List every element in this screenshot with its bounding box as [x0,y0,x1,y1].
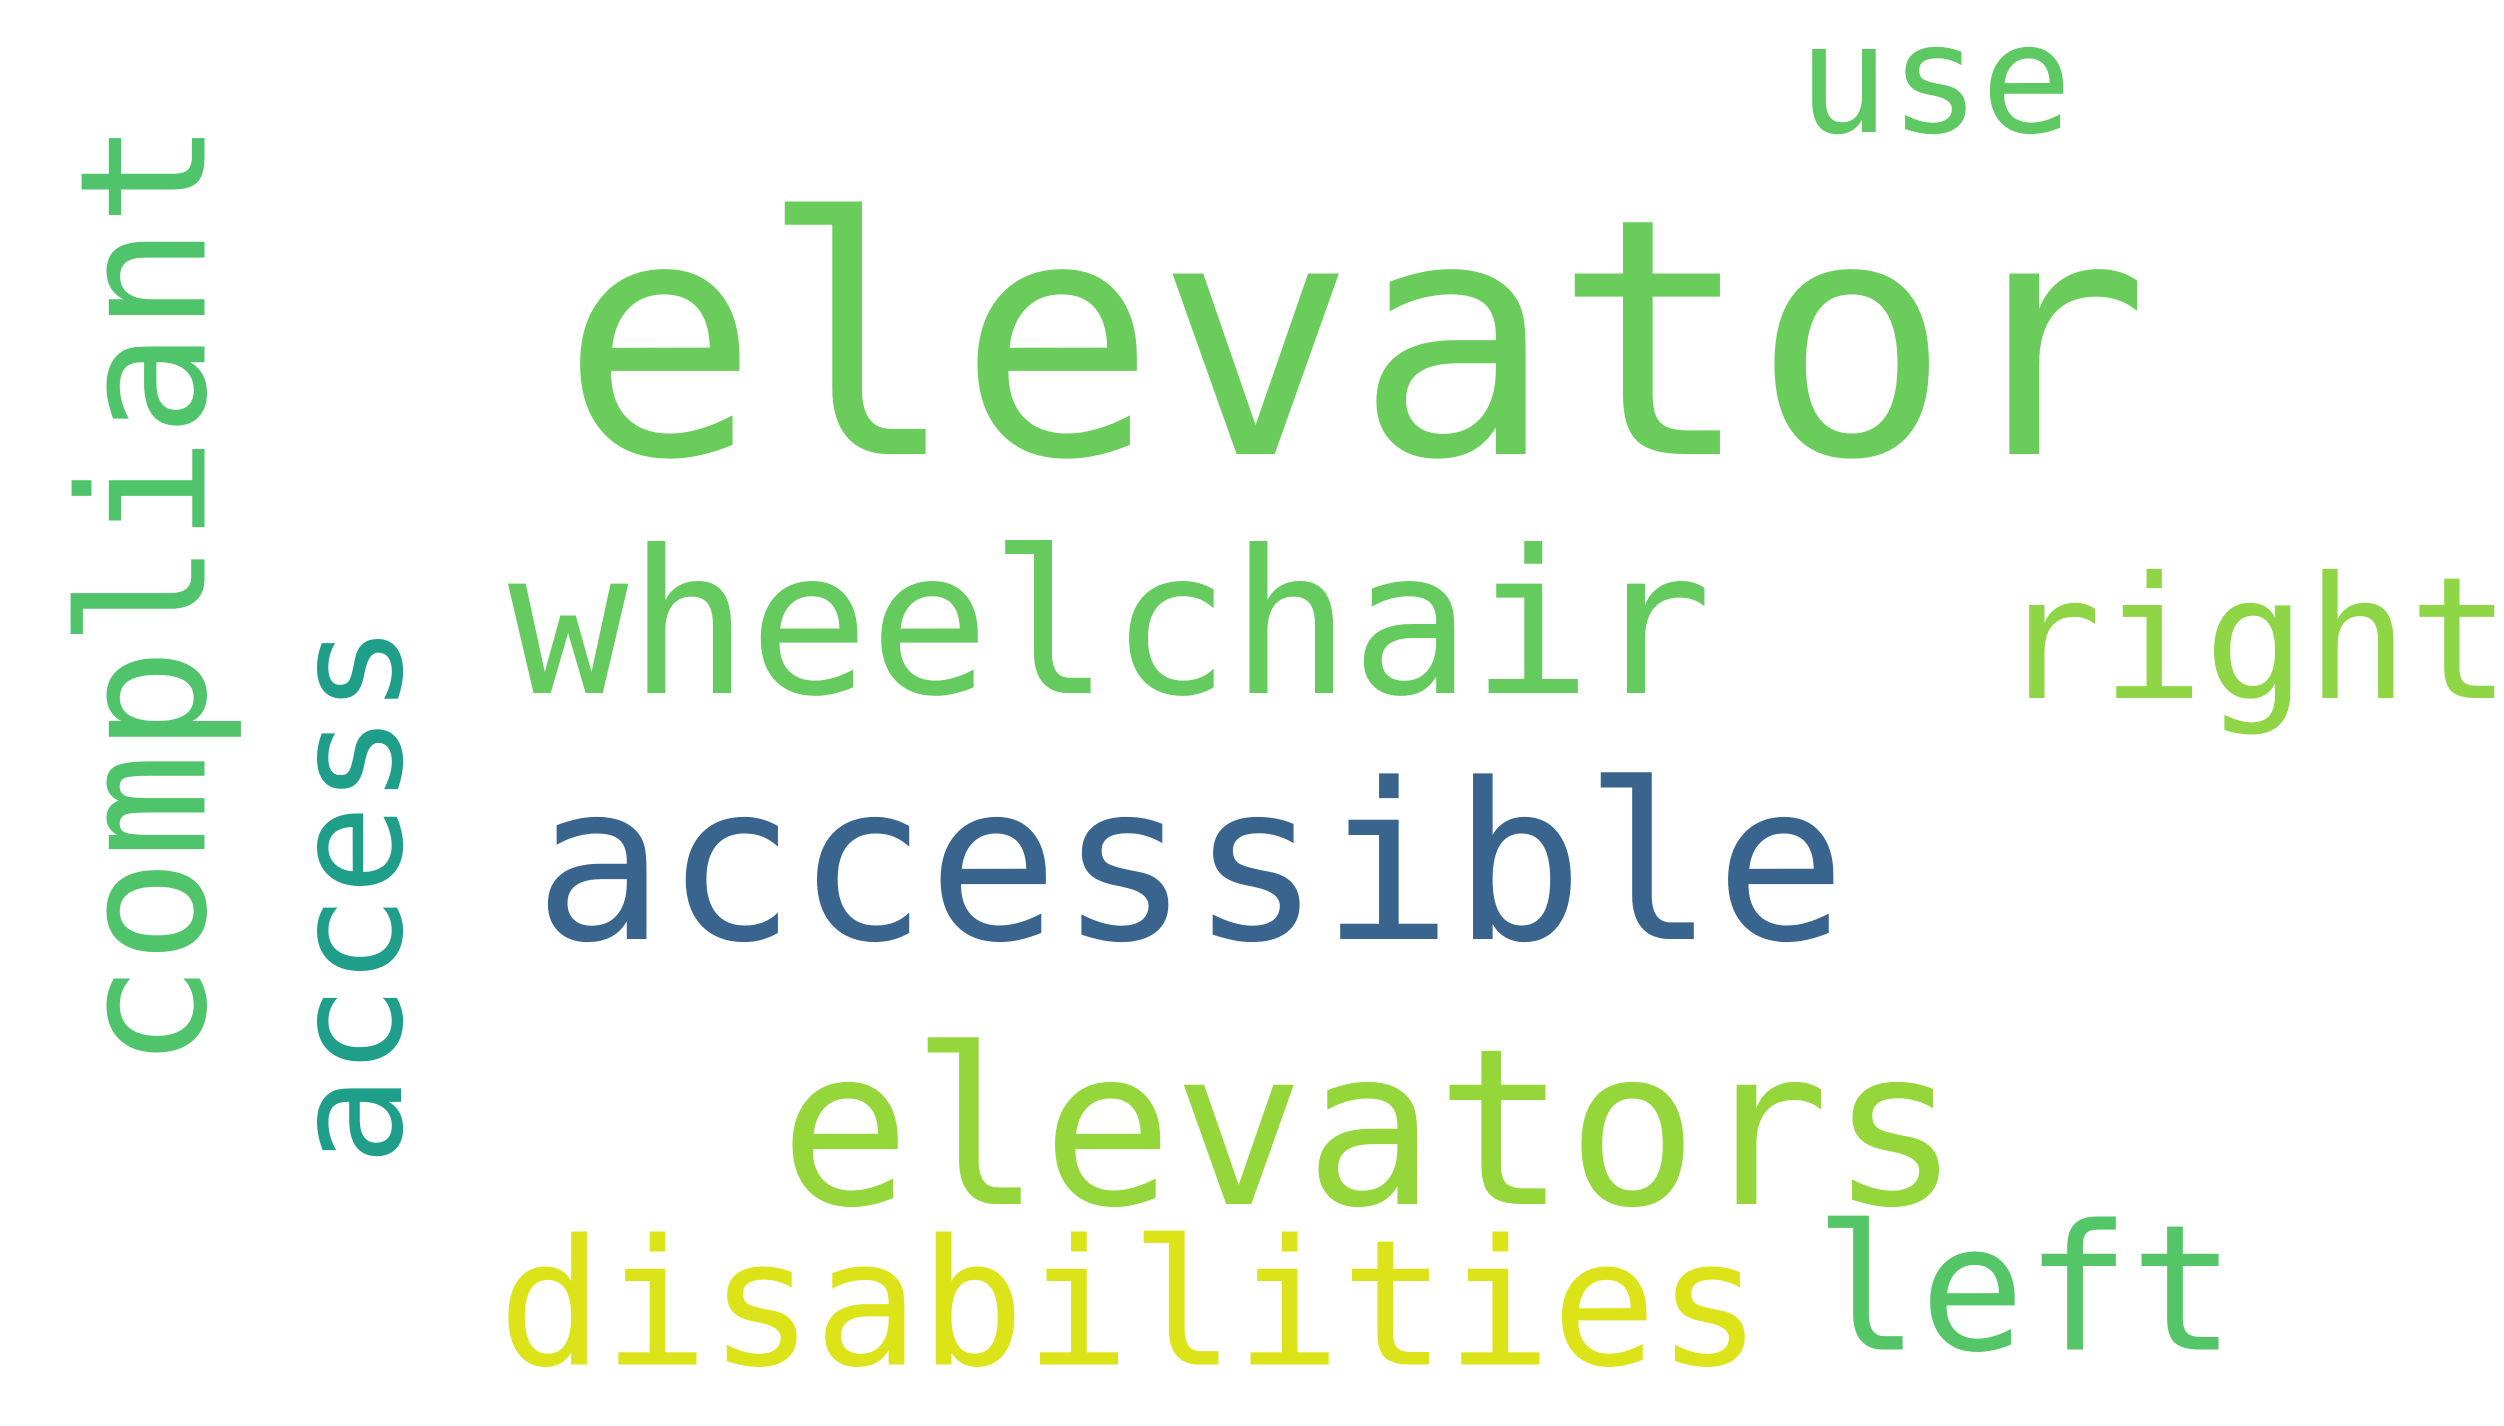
word-right: right [1999,541,2504,739]
word-wheelchair: wheelchair [507,508,1713,741]
word-elevators: elevators [779,1003,1961,1256]
word-use: use [1797,0,2073,168]
word-compliant: compliant [43,120,247,1070]
word-elevator: elevator [560,148,2150,532]
word-accessible: accessible [533,738,1847,991]
word-disabilities: disabilities [497,1203,1763,1407]
word-left: left [1814,1188,2236,1392]
word-access: access [263,624,437,1166]
